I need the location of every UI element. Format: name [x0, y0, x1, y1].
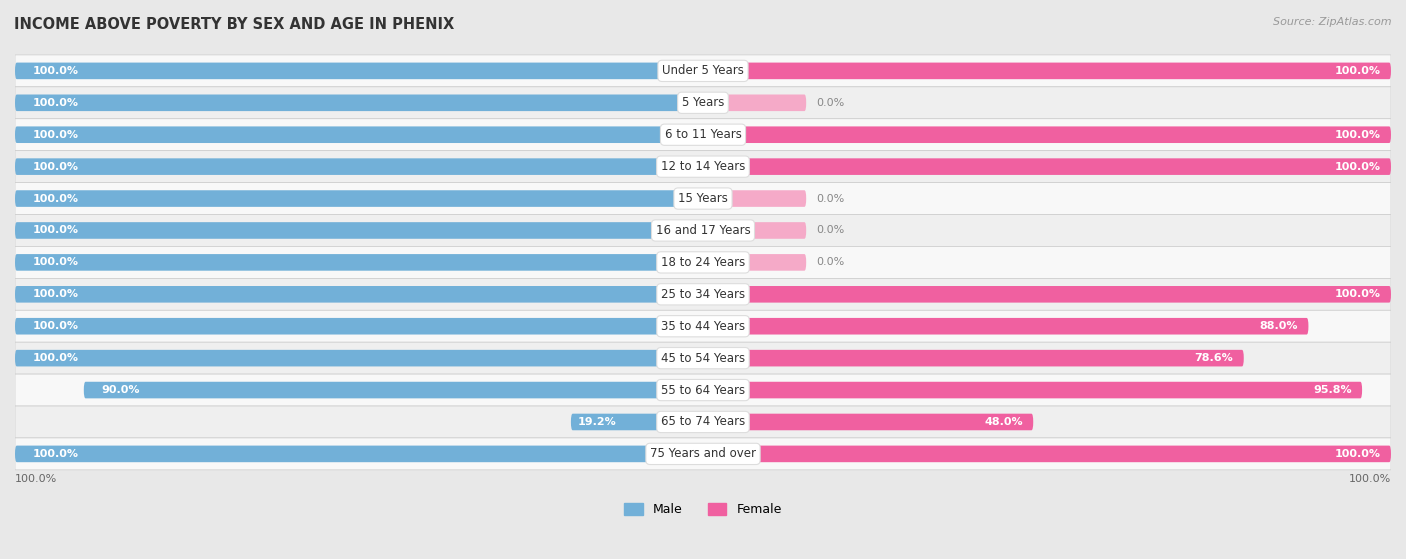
FancyBboxPatch shape	[15, 374, 1391, 406]
Text: 35 to 44 Years: 35 to 44 Years	[661, 320, 745, 333]
Text: 100.0%: 100.0%	[32, 98, 79, 108]
FancyBboxPatch shape	[15, 310, 1391, 342]
FancyBboxPatch shape	[15, 446, 703, 462]
FancyBboxPatch shape	[571, 414, 703, 430]
FancyBboxPatch shape	[703, 222, 806, 239]
Text: 100.0%: 100.0%	[32, 193, 79, 203]
FancyBboxPatch shape	[15, 55, 1391, 87]
Text: 100.0%: 100.0%	[32, 353, 79, 363]
Text: 100.0%: 100.0%	[32, 290, 79, 299]
Legend: Male, Female: Male, Female	[619, 498, 787, 522]
Text: 65 to 74 Years: 65 to 74 Years	[661, 415, 745, 429]
Text: 0.0%: 0.0%	[817, 98, 845, 108]
Text: 100.0%: 100.0%	[32, 130, 79, 140]
FancyBboxPatch shape	[15, 63, 703, 79]
Text: 100.0%: 100.0%	[1348, 473, 1391, 484]
FancyBboxPatch shape	[703, 158, 1391, 175]
Text: 88.0%: 88.0%	[1260, 321, 1298, 331]
Text: Under 5 Years: Under 5 Years	[662, 64, 744, 77]
Text: Source: ZipAtlas.com: Source: ZipAtlas.com	[1274, 17, 1392, 27]
Text: 15 Years: 15 Years	[678, 192, 728, 205]
Text: 100.0%: 100.0%	[1334, 162, 1381, 172]
Text: 100.0%: 100.0%	[15, 473, 58, 484]
Text: 100.0%: 100.0%	[1334, 449, 1381, 459]
Text: 100.0%: 100.0%	[32, 449, 79, 459]
FancyBboxPatch shape	[15, 151, 1391, 183]
Text: 12 to 14 Years: 12 to 14 Years	[661, 160, 745, 173]
FancyBboxPatch shape	[703, 286, 1391, 302]
FancyBboxPatch shape	[15, 126, 703, 143]
Text: 45 to 54 Years: 45 to 54 Years	[661, 352, 745, 364]
Text: 95.8%: 95.8%	[1313, 385, 1351, 395]
Text: 100.0%: 100.0%	[1334, 290, 1381, 299]
FancyBboxPatch shape	[15, 158, 703, 175]
FancyBboxPatch shape	[15, 438, 1391, 470]
FancyBboxPatch shape	[15, 350, 703, 367]
Text: 6 to 11 Years: 6 to 11 Years	[665, 128, 741, 141]
Text: 100.0%: 100.0%	[32, 225, 79, 235]
Text: 100.0%: 100.0%	[32, 66, 79, 76]
Text: 78.6%: 78.6%	[1195, 353, 1233, 363]
Text: 16 and 17 Years: 16 and 17 Years	[655, 224, 751, 237]
FancyBboxPatch shape	[703, 446, 1391, 462]
FancyBboxPatch shape	[15, 342, 1391, 374]
FancyBboxPatch shape	[703, 350, 1244, 367]
Text: 18 to 24 Years: 18 to 24 Years	[661, 256, 745, 269]
Text: 19.2%: 19.2%	[578, 417, 617, 427]
Text: 100.0%: 100.0%	[32, 321, 79, 331]
Text: 100.0%: 100.0%	[1334, 66, 1381, 76]
Text: 100.0%: 100.0%	[32, 257, 79, 267]
Text: 100.0%: 100.0%	[1334, 130, 1381, 140]
FancyBboxPatch shape	[84, 382, 703, 399]
FancyBboxPatch shape	[15, 215, 1391, 247]
Text: 100.0%: 100.0%	[32, 162, 79, 172]
FancyBboxPatch shape	[15, 406, 1391, 438]
FancyBboxPatch shape	[703, 254, 806, 271]
FancyBboxPatch shape	[15, 247, 1391, 278]
FancyBboxPatch shape	[703, 318, 1309, 334]
Text: 25 to 34 Years: 25 to 34 Years	[661, 288, 745, 301]
Text: 48.0%: 48.0%	[984, 417, 1024, 427]
FancyBboxPatch shape	[703, 126, 1391, 143]
FancyBboxPatch shape	[15, 254, 703, 271]
Text: 75 Years and over: 75 Years and over	[650, 447, 756, 461]
FancyBboxPatch shape	[15, 94, 703, 111]
FancyBboxPatch shape	[15, 286, 703, 302]
Text: 0.0%: 0.0%	[817, 257, 845, 267]
FancyBboxPatch shape	[703, 382, 1362, 399]
FancyBboxPatch shape	[15, 318, 703, 334]
FancyBboxPatch shape	[703, 94, 806, 111]
Text: 0.0%: 0.0%	[817, 193, 845, 203]
FancyBboxPatch shape	[15, 190, 703, 207]
Text: 90.0%: 90.0%	[101, 385, 139, 395]
FancyBboxPatch shape	[15, 278, 1391, 310]
Text: 55 to 64 Years: 55 to 64 Years	[661, 383, 745, 396]
Text: 0.0%: 0.0%	[817, 225, 845, 235]
FancyBboxPatch shape	[703, 190, 806, 207]
FancyBboxPatch shape	[15, 119, 1391, 151]
FancyBboxPatch shape	[703, 63, 1391, 79]
FancyBboxPatch shape	[15, 87, 1391, 119]
FancyBboxPatch shape	[15, 222, 703, 239]
Text: 5 Years: 5 Years	[682, 96, 724, 110]
FancyBboxPatch shape	[703, 414, 1033, 430]
FancyBboxPatch shape	[15, 183, 1391, 215]
Text: INCOME ABOVE POVERTY BY SEX AND AGE IN PHENIX: INCOME ABOVE POVERTY BY SEX AND AGE IN P…	[14, 17, 454, 32]
